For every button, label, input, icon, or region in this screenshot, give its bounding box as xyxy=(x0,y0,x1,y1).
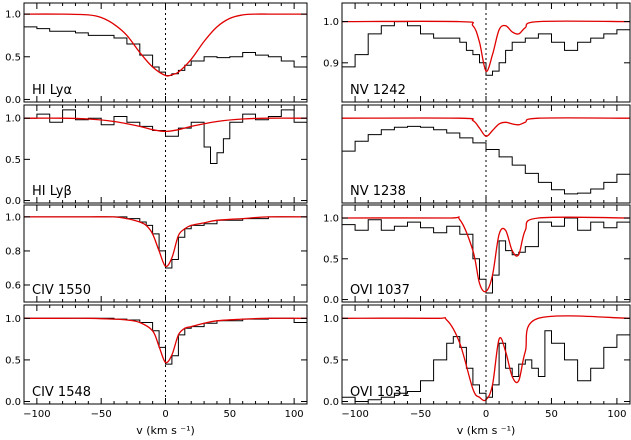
y-tick-label: 0.0 xyxy=(323,295,339,306)
model-fit-line xyxy=(24,317,307,364)
panel-0: 0.0 0.5 1.0 HI Lyα xyxy=(5,2,308,106)
panel-label: OVI 1031 xyxy=(350,385,410,400)
panel-1: 0.9 1.0 NV 1242 xyxy=(323,2,631,103)
observed-spectrum-line xyxy=(24,26,307,76)
x-tick-label: 100 xyxy=(607,409,626,420)
y-tick-label: 1.0 xyxy=(5,10,21,21)
panel-label: CIV 1550 xyxy=(32,283,91,298)
x-axes: −100 −50 0 50 100 v (km s ⁻¹) −100 −50 0 50 100 v (… xyxy=(23,409,626,437)
y-tick-label: 1.0 xyxy=(323,17,339,28)
model-fit-line xyxy=(342,20,630,72)
panel-label: NV 1242 xyxy=(350,83,406,98)
panel-label: HI Lyα xyxy=(32,83,72,98)
y-tick-label: 0.5 xyxy=(323,355,339,366)
model-fit-line xyxy=(342,117,630,137)
y-tick-label: 0.5 xyxy=(5,52,21,63)
panel-4: 0.6 0.8 1.0 CIV 1550 xyxy=(5,204,308,303)
x-tick-label: −50 xyxy=(91,409,112,420)
y-tick-label: 0.5 xyxy=(5,155,21,166)
panel-2: 0.0 0.5 1.0 HI Lyβ xyxy=(5,104,308,207)
y-tick-label: 1.0 xyxy=(323,214,339,225)
model-fit-line xyxy=(342,216,630,293)
y-tick-label: 0.8 xyxy=(5,246,21,257)
x-axis-label: v (km s ⁻¹) xyxy=(457,424,516,437)
y-tick-label: 0.0 xyxy=(323,397,339,408)
y-tick-label: 1.0 xyxy=(5,114,21,125)
x-tick-label: −100 xyxy=(341,409,368,420)
y-tick-label: 0.0 xyxy=(5,95,21,106)
model-fit-line xyxy=(24,13,307,77)
panel-label: OVI 1037 xyxy=(350,283,410,298)
y-tick-label: 0.6 xyxy=(5,280,21,291)
panel-5: 0.0 0.5 1.0 OVI 1037 xyxy=(323,204,631,306)
panels: 0.0 0.5 1.0 HI Lyα 0.9 1.0 NV 1242 0.0 0.5 1.0 HI … xyxy=(5,2,631,408)
panel-6: 0.0 0.5 1.0 CIV 1548 xyxy=(5,304,308,408)
panel-label: NV 1238 xyxy=(350,184,406,199)
model-fit-line xyxy=(342,315,630,402)
model-fit-line xyxy=(24,117,307,133)
x-tick-label: −50 xyxy=(410,409,431,420)
panel-3: NV 1238 xyxy=(341,104,631,204)
x-tick-label: 50 xyxy=(223,409,236,420)
y-tick-label: 1.0 xyxy=(5,212,21,223)
panel-label: CIV 1548 xyxy=(32,385,91,400)
x-tick-label: 50 xyxy=(545,409,558,420)
y-tick-label: 1.0 xyxy=(323,314,339,325)
x-tick-label: −100 xyxy=(23,409,50,420)
x-axis-label: v (km s ⁻¹) xyxy=(136,424,195,437)
y-tick-label: 0.0 xyxy=(5,196,21,207)
y-tick-label: 0.5 xyxy=(5,355,21,366)
model-fit-line xyxy=(24,216,307,268)
observed-spectrum-line xyxy=(24,216,307,269)
panel-label: HI Lyβ xyxy=(32,184,72,199)
x-tick-label: 100 xyxy=(285,409,304,420)
x-tick-label: 0 xyxy=(162,409,168,420)
panel-7: 0.0 0.5 1.0 OVI 1031 xyxy=(323,304,631,408)
x-tick-label: 0 xyxy=(483,409,489,420)
observed-spectrum-line xyxy=(24,109,307,164)
y-tick-label: 1.0 xyxy=(5,314,21,325)
observed-spectrum-line xyxy=(342,125,630,195)
y-tick-label: 0.5 xyxy=(323,254,339,265)
y-tick-label: 0.9 xyxy=(323,58,339,69)
y-tick-label: 0.0 xyxy=(5,397,21,408)
